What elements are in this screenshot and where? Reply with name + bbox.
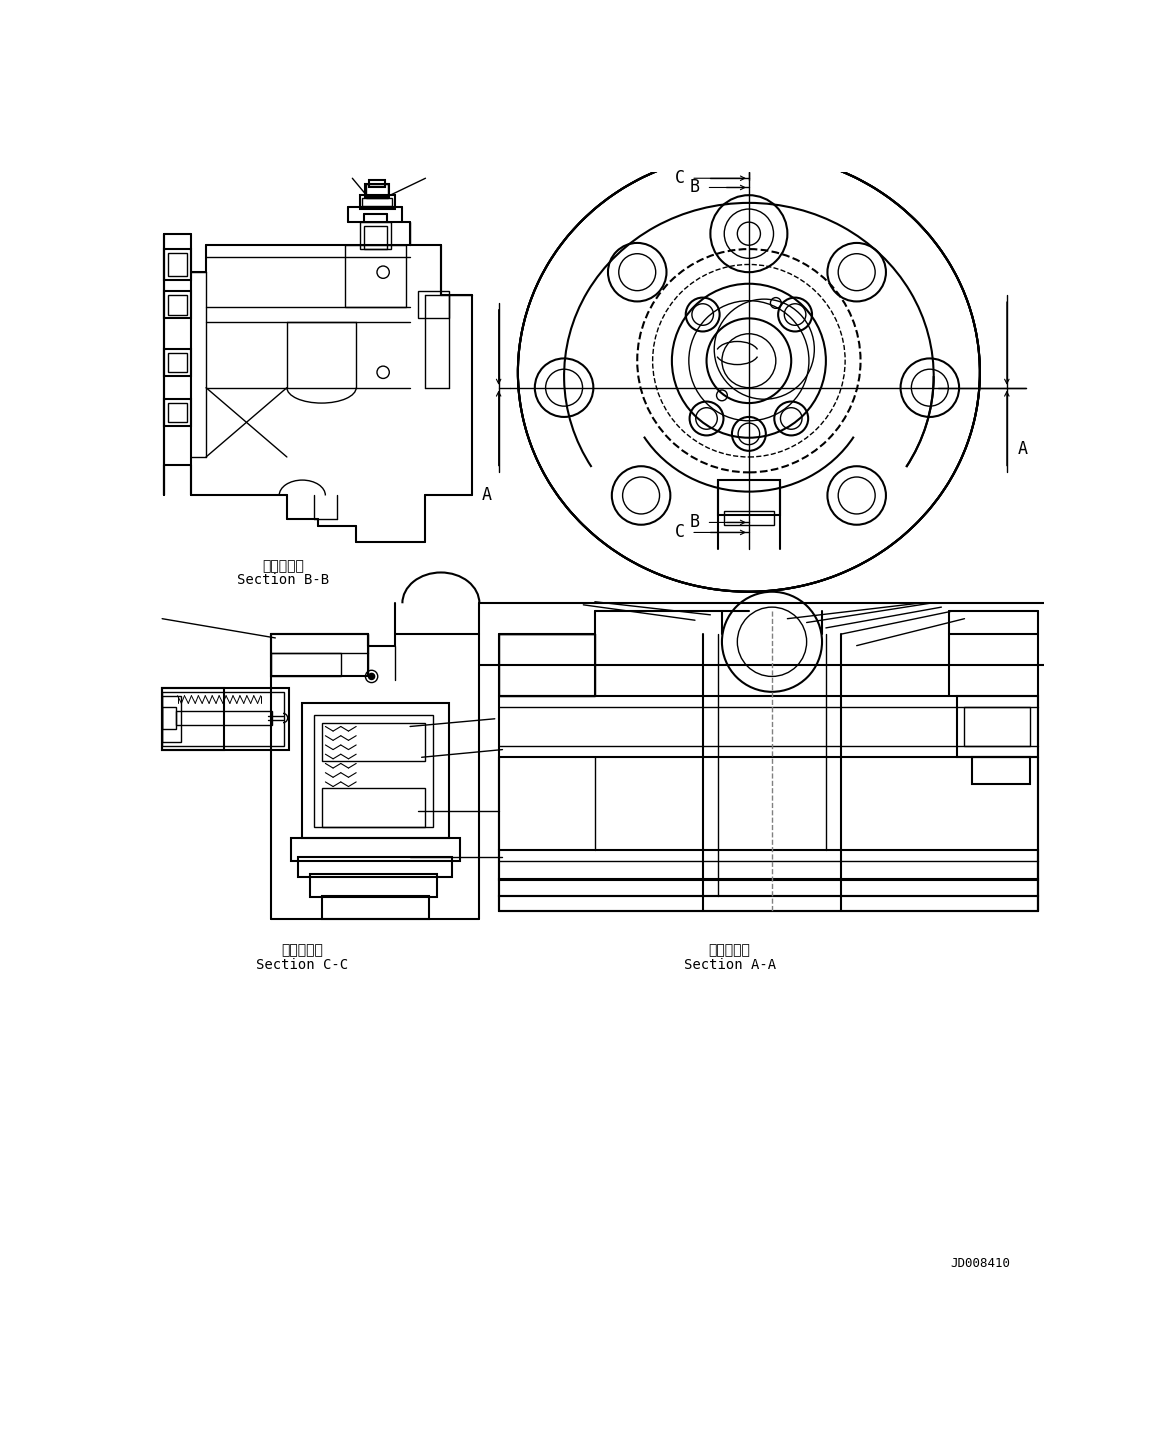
Bar <box>499 850 1037 880</box>
Text: B: B <box>690 513 700 532</box>
Bar <box>167 252 187 275</box>
Bar <box>499 896 1037 911</box>
Bar <box>311 875 437 898</box>
Bar <box>366 185 387 198</box>
Bar <box>365 184 388 198</box>
Text: Section C-C: Section C-C <box>256 958 349 972</box>
Bar <box>364 227 387 250</box>
Text: Section A-A: Section A-A <box>684 958 776 972</box>
Bar <box>361 222 391 250</box>
Bar <box>321 789 426 826</box>
Text: C: C <box>675 169 685 188</box>
Text: JD008410: JD008410 <box>950 1258 1009 1271</box>
Bar <box>167 295 187 314</box>
Bar <box>162 688 223 750</box>
Bar <box>363 198 392 206</box>
Text: A: A <box>1018 440 1027 459</box>
Bar <box>418 291 449 318</box>
Bar <box>164 399 191 426</box>
Text: 断面Ａ－Ａ: 断面Ａ－Ａ <box>708 942 750 956</box>
Text: B: B <box>690 178 700 196</box>
Bar <box>164 250 191 280</box>
Bar <box>299 858 452 876</box>
Bar <box>499 879 1037 896</box>
Bar <box>164 350 191 376</box>
Text: A: A <box>483 486 492 505</box>
Bar <box>499 634 595 695</box>
Bar <box>162 691 284 746</box>
Bar <box>344 245 406 307</box>
Text: Section B-B: Section B-B <box>237 574 329 587</box>
Bar <box>957 695 1037 757</box>
Bar <box>291 837 461 862</box>
Bar <box>162 695 181 741</box>
Bar <box>964 707 1030 746</box>
Bar <box>162 688 290 750</box>
Bar <box>176 711 272 726</box>
Circle shape <box>369 674 374 680</box>
Bar <box>725 511 775 525</box>
Bar <box>167 403 187 423</box>
Bar <box>271 634 368 677</box>
Bar <box>321 896 429 919</box>
Bar <box>370 179 385 188</box>
Bar <box>302 704 449 837</box>
Bar <box>972 757 1030 784</box>
Text: 断面Ｃ－Ｃ: 断面Ｃ－Ｃ <box>281 942 323 956</box>
Bar <box>271 654 341 677</box>
Bar <box>167 353 187 373</box>
Bar <box>164 291 191 318</box>
Bar <box>361 195 394 209</box>
Bar <box>321 723 426 761</box>
Text: 断面Ｂ－Ｂ: 断面Ｂ－Ｂ <box>262 559 304 574</box>
Bar <box>314 716 433 826</box>
Bar <box>162 707 176 728</box>
Bar <box>718 480 779 515</box>
Text: C: C <box>675 523 685 542</box>
